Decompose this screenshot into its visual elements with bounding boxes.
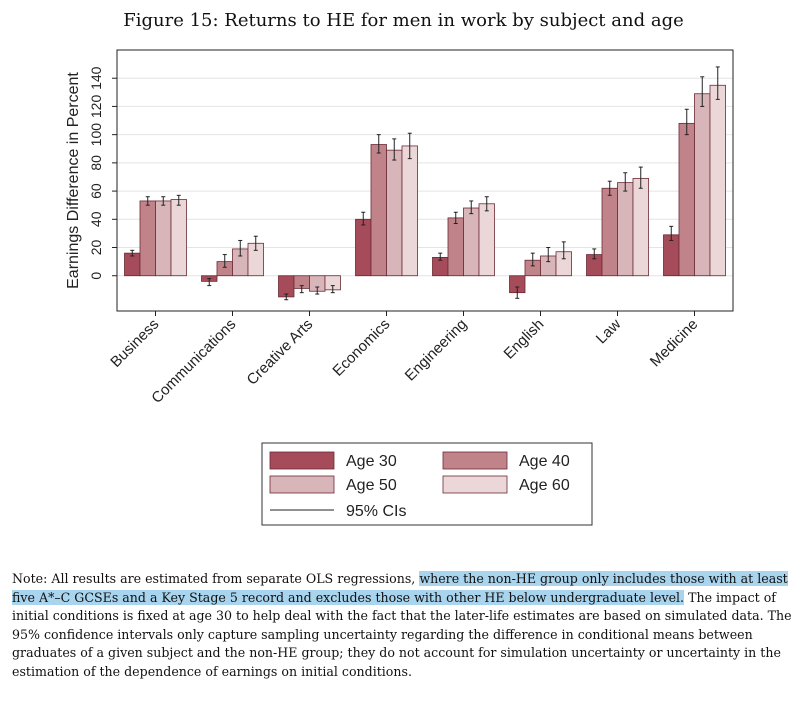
y-tick-label: 20: [88, 240, 104, 256]
ci-economics-age-30: [361, 211, 366, 226]
bar-business-age-60: [170, 199, 187, 277]
ci-medicine-age-40: [684, 108, 689, 136]
y-tick-label: 80: [88, 155, 104, 171]
ci-communications-age-40: [222, 254, 227, 268]
ci-economics-age-60: [407, 132, 412, 160]
bar-engineering-age-40: [447, 217, 464, 277]
bar-business-age-40: [139, 200, 156, 277]
ci-business-age-60: [176, 194, 181, 206]
legend-swatch-age-40: [442, 451, 508, 470]
ci-engineering-age-60: [484, 196, 489, 212]
x-tick-label: English: [501, 316, 548, 363]
ci-english-age-60: [561, 241, 566, 260]
bar-medicine-age-50: [694, 93, 711, 277]
y-tick-label: 60: [88, 183, 104, 199]
ci-creative-arts-age-60: [330, 285, 335, 294]
ci-communications-age-60: [253, 235, 258, 251]
legend-swatch-age-60: [442, 475, 508, 494]
bar-business-age-50: [155, 200, 172, 277]
ci-medicine-age-60: [715, 66, 720, 100]
x-tick-label: Economics: [329, 316, 393, 380]
bar-medicine-age-60: [709, 84, 726, 277]
legend-label-ci: 95% CIs: [346, 503, 406, 520]
ci-business-age-50: [161, 196, 166, 206]
bar-business-age-30: [124, 252, 141, 277]
x-tick-label: Business: [107, 316, 162, 371]
ci-creative-arts-age-40: [299, 285, 304, 294]
legend-label-age-60: Age 60: [519, 477, 570, 494]
x-tick-label: Creative Arts: [244, 316, 317, 389]
ci-creative-arts-age-30: [284, 293, 289, 301]
ci-business-age-40: [145, 196, 150, 206]
ci-communications-age-50: [238, 239, 243, 257]
ci-creative-arts-age-50: [315, 286, 320, 295]
ci-english-age-50: [546, 247, 551, 263]
x-tick-label: Communications: [148, 316, 239, 407]
bar-economics-age-40: [370, 144, 387, 277]
bar-engineering-age-50: [463, 207, 480, 277]
ci-law-age-30: [592, 248, 597, 260]
x-tick-label: Law: [593, 316, 625, 348]
y-tick-label: 120: [88, 95, 104, 119]
bar-economics-age-30: [355, 218, 372, 277]
ci-economics-age-50: [392, 138, 397, 161]
y-tick-label: 40: [88, 211, 104, 227]
legend-swatch-age-50: [269, 475, 335, 494]
ci-law-age-50: [623, 172, 628, 192]
bar-law-age-50: [617, 182, 634, 277]
ci-english-age-40: [530, 252, 535, 267]
x-tick-label: Engineering: [402, 316, 471, 385]
ci-engineering-age-50: [469, 200, 474, 215]
y-tick-label: 0: [88, 272, 104, 280]
ci-english-age-30: [515, 286, 520, 299]
legend: Age 30 Age 40 Age 50 Age 60 95% CIs: [261, 442, 593, 526]
legend-label-age-50: Age 50: [346, 477, 397, 494]
y-tick-label: 100: [88, 123, 104, 147]
note-suffix: The impact of initial conditions is fixe…: [12, 589, 792, 679]
bar-engineering-age-60: [478, 203, 495, 277]
legend-swatch-age-30: [269, 451, 335, 470]
note-prefix: Note: All results are estimated from sep…: [12, 571, 420, 586]
plot-frame: [116, 49, 734, 312]
figure-title: Figure 15: Returns to HE for men in work…: [123, 10, 684, 31]
y-axis-label: Earnings Difference in Percent: [65, 72, 82, 289]
y-tick-label: 140: [88, 66, 104, 90]
ci-law-age-60: [638, 166, 643, 189]
ci-medicine-age-50: [700, 76, 705, 107]
ci-business-age-30: [130, 249, 135, 257]
ci-law-age-40: [607, 180, 612, 196]
bar-law-age-60: [632, 177, 649, 277]
bars: [124, 66, 726, 301]
ci-communications-age-30: [207, 278, 212, 287]
ci-medicine-age-30: [669, 225, 674, 241]
bar-medicine-age-40: [678, 122, 695, 277]
ci-economics-age-40: [376, 134, 381, 154]
ci-engineering-age-30: [438, 252, 443, 261]
bar-economics-age-50: [386, 149, 403, 277]
bar-chart: 0 20 40 60 80 100 120 140 Earnings Difference in…: [65, 49, 734, 526]
bar-law-age-40: [601, 187, 618, 277]
legend-label-age-30: Age 30: [346, 453, 397, 470]
figure-note: Note: All results are estimated from sep…: [12, 570, 794, 681]
ci-engineering-age-40: [453, 211, 458, 225]
legend-label-age-40: Age 40: [519, 453, 570, 470]
bar-economics-age-60: [401, 145, 418, 277]
x-tick-label: Medicine: [647, 316, 701, 370]
